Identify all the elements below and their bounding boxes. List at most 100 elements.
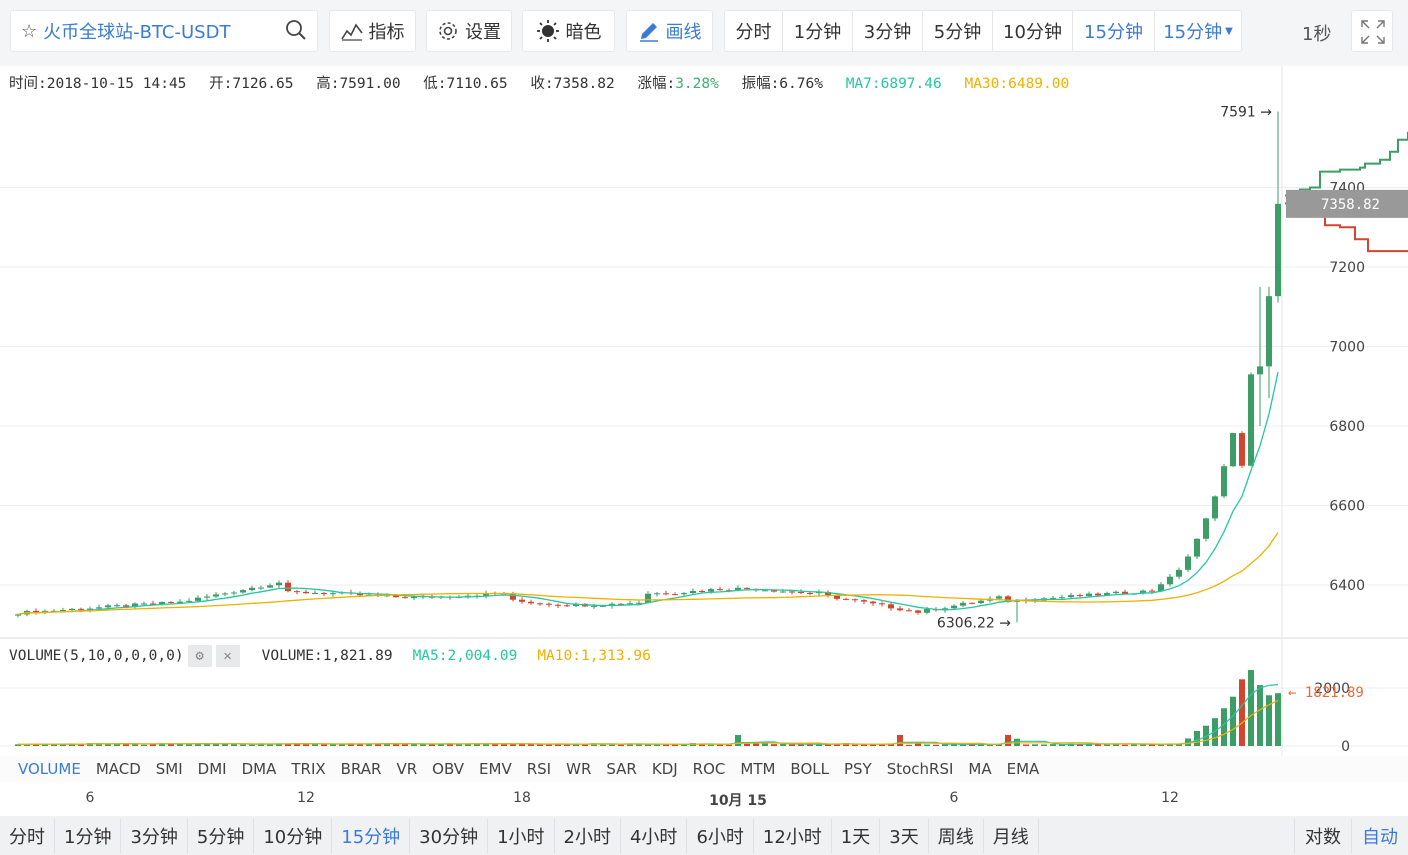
volume-tick-label: 0 — [1341, 739, 1350, 755]
bottom-period-tab[interactable]: 1小时 — [488, 817, 555, 854]
gear-icon[interactable]: ⚙ — [187, 645, 212, 667]
auto-scale-toggle[interactable]: 自动 — [1351, 817, 1408, 854]
volume-bar — [1104, 743, 1110, 746]
bottom-right-options: 对数 自动 — [1294, 816, 1408, 855]
candle-body — [1068, 595, 1074, 598]
theme-button[interactable]: 暗色 — [522, 10, 615, 52]
volume-bar — [1266, 695, 1272, 746]
period-dropdown[interactable]: 15分钟 ▼ — [1155, 11, 1241, 51]
volume-bar — [1041, 744, 1047, 746]
candle-body — [87, 608, 93, 610]
bottom-period-tab[interactable]: 6小时 — [687, 817, 754, 854]
indicator-tab-obv[interactable]: OBV — [432, 760, 465, 778]
draw-button[interactable]: 画线 — [626, 10, 713, 52]
volume-bar — [195, 743, 201, 746]
log-scale-toggle[interactable]: 对数 — [1294, 817, 1351, 854]
bottom-period-tab[interactable]: 15分钟 — [332, 817, 411, 854]
indicator-tab-macd[interactable]: MACD — [95, 760, 141, 778]
volume-bar — [753, 743, 759, 746]
volume-bar — [663, 744, 669, 746]
indicator-tab-smi[interactable]: SMI — [155, 760, 183, 778]
refresh-interval[interactable]: 1秒 — [1302, 24, 1332, 45]
indicator-tab-ema[interactable]: EMA — [1006, 760, 1040, 778]
candle-body — [1230, 433, 1236, 467]
volume-ma10-line — [18, 699, 1279, 745]
volume-bar — [384, 743, 390, 746]
fullscreen-button[interactable] — [1351, 10, 1393, 52]
bottom-period-tab[interactable]: 月线 — [984, 817, 1039, 854]
volume-bar — [564, 744, 570, 746]
candle-body — [708, 589, 714, 592]
bottom-period-tab[interactable]: 分时 — [0, 817, 55, 854]
settings-button[interactable]: 设置 — [426, 10, 512, 52]
volume-bar — [186, 744, 192, 746]
volume-bar — [402, 743, 408, 746]
x-label: 12 — [297, 790, 315, 806]
bottom-period-tab[interactable]: 1天 — [832, 817, 881, 854]
indicator-tab-rsi[interactable]: RSI — [526, 760, 552, 778]
bottom-period-bar: 分时 1分钟 3分钟 5分钟 10分钟 15分钟 30分钟 1小时 2小时 4小时 6小时 12小时 1… — [0, 816, 1408, 855]
bottom-period-tab[interactable]: 5分钟 — [188, 817, 255, 854]
period-tab[interactable]: 1分钟 — [783, 11, 853, 51]
bottom-period-tab[interactable]: 12小时 — [754, 817, 832, 854]
indicator-tab-wr[interactable]: WR — [566, 760, 592, 778]
symbol-name[interactable]: 火币全球站-BTC-USDT — [43, 22, 231, 43]
indicator-tab-trix[interactable]: TRIX — [291, 760, 326, 778]
volume-bar — [96, 743, 102, 746]
volume-bar — [798, 744, 804, 746]
info-close: 收:7358.82 — [530, 76, 615, 92]
indicator-tab-roc[interactable]: ROC — [692, 760, 726, 778]
period-tab[interactable]: 10分钟 — [993, 11, 1073, 51]
indicator-tab-mtm[interactable]: MTM — [740, 760, 776, 778]
indicator-tab-vr[interactable]: VR — [396, 760, 418, 778]
candle-body — [555, 604, 561, 606]
bottom-period-tab[interactable]: 4小时 — [621, 817, 688, 854]
bottom-period-tab[interactable]: 1分钟 — [55, 817, 122, 854]
period-tab-active[interactable]: 15分钟 — [1073, 11, 1155, 51]
volume-bar — [960, 744, 966, 746]
volume-bar — [447, 743, 453, 746]
period-tab[interactable]: 分时 — [725, 11, 783, 51]
candle-body — [321, 592, 327, 594]
period-tab[interactable]: 5分钟 — [923, 11, 993, 51]
bottom-period-tab[interactable]: 周线 — [929, 817, 984, 854]
volume-bar — [51, 744, 57, 746]
bottom-period-tab[interactable]: 30分钟 — [410, 817, 489, 854]
indicator-tab-emv[interactable]: EMV — [479, 760, 512, 778]
period-tab[interactable]: 3分钟 — [853, 11, 923, 51]
candle-body — [1086, 593, 1092, 597]
price-tick-label: 7200 — [1329, 260, 1365, 276]
volume-bar — [123, 743, 129, 746]
candle-body — [1113, 591, 1119, 594]
indicator-tab-ma[interactable]: MA — [968, 760, 992, 778]
candle-body — [1266, 296, 1272, 367]
indicator-tab-volume[interactable]: VOLUME — [18, 760, 81, 778]
indicator-tab-dmi[interactable]: DMI — [197, 760, 227, 778]
volume-bar — [933, 744, 939, 746]
bottom-period-tab[interactable]: 3天 — [880, 817, 929, 854]
indicator-button[interactable]: 指标 — [329, 10, 416, 52]
indicator-tab-stochrsi[interactable]: StochRSI — [886, 760, 954, 778]
indicator-tab-brar[interactable]: BRAR — [340, 760, 382, 778]
info-open: 开:7126.65 — [209, 76, 294, 92]
symbol-selector[interactable]: ☆ 火币全球站-BTC-USDT — [10, 10, 318, 52]
volume-bar — [1257, 685, 1263, 746]
bottom-period-tab[interactable]: 2小时 — [555, 817, 621, 854]
candle-body — [1005, 596, 1011, 602]
indicator-tab-psy[interactable]: PSY — [843, 760, 872, 778]
candles — [15, 111, 1281, 623]
close-icon[interactable]: ✕ — [215, 645, 240, 667]
search-icon[interactable] — [285, 19, 307, 46]
star-icon[interactable]: ☆ — [21, 20, 38, 42]
volume-bar — [285, 743, 291, 746]
indicator-tab-dma[interactable]: DMA — [241, 760, 277, 778]
indicator-tab-boll[interactable]: BOLL — [790, 760, 829, 778]
candle-body — [807, 592, 813, 594]
info-high: 高:7591.00 — [316, 76, 401, 92]
indicator-tab-sar[interactable]: SAR — [606, 760, 637, 778]
indicator-tab-kdj[interactable]: KDJ — [651, 760, 678, 778]
bottom-period-tab[interactable]: 3分钟 — [121, 817, 188, 854]
bottom-period-tab[interactable]: 10分钟 — [254, 817, 333, 854]
candle-body — [1077, 595, 1083, 597]
